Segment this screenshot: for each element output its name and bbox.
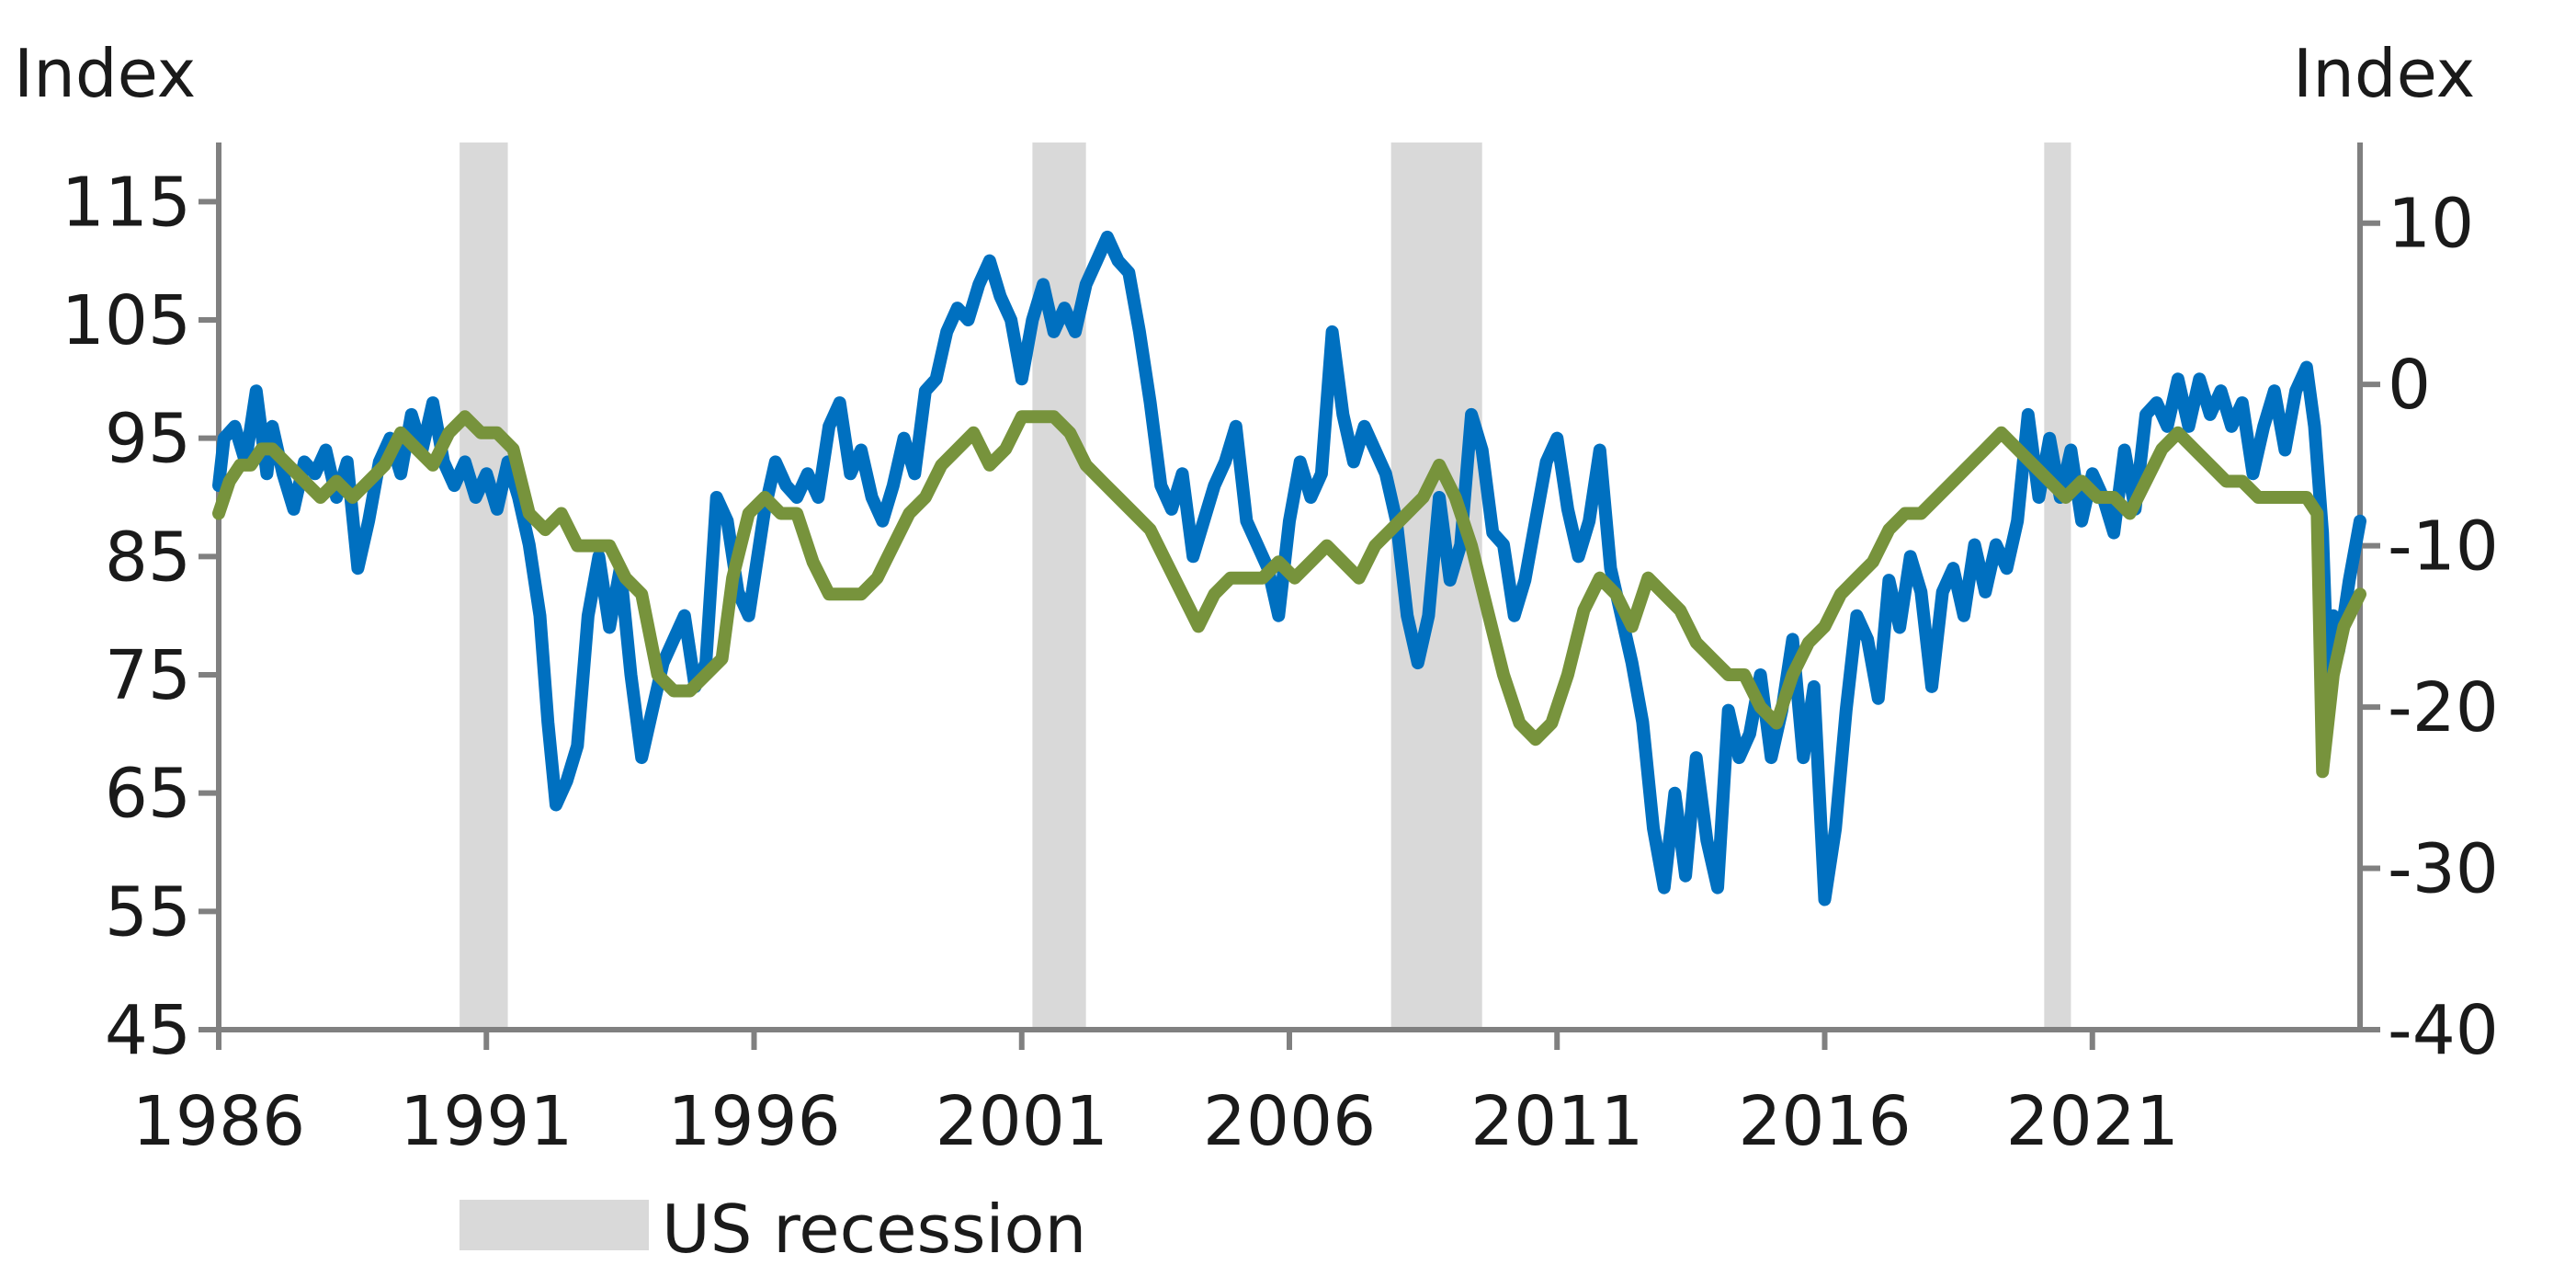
left-tick-label: 115 <box>62 163 191 242</box>
x-tick-label: 1996 <box>667 1082 840 1161</box>
series-line-1-left-axis <box>212 230 2366 906</box>
left-tick-label: 105 <box>62 281 191 360</box>
tick-marks <box>199 199 2380 1050</box>
x-tick-label: 2021 <box>2006 1082 2179 1161</box>
right-tick-label: -10 <box>2388 507 2499 587</box>
x-tick-label: 2016 <box>1738 1082 1911 1161</box>
tick-labels: 45 55 65 75 85 95 105 115 -40 -30 -20 -10 0 10 1986 199… <box>62 163 2499 1161</box>
right-tick-label: -20 <box>2388 668 2499 747</box>
left-tick-label: 95 <box>105 400 191 479</box>
recession-band-2 <box>1032 142 1086 1030</box>
left-tick-label: 45 <box>105 991 191 1070</box>
x-tick-label: 2001 <box>936 1082 1108 1161</box>
x-tick-label: 2006 <box>1203 1082 1376 1161</box>
right-tick-label: -40 <box>2388 991 2499 1070</box>
legend-swatch-recession <box>460 1200 649 1250</box>
left-axis-unit-label: Index <box>14 35 196 112</box>
series-lines <box>212 230 2366 906</box>
recession-band-1 <box>460 142 508 1030</box>
recession-bands <box>460 142 2071 1030</box>
x-tick-label: 2011 <box>1470 1082 1643 1161</box>
series-line-2-right-axis <box>212 410 2366 779</box>
x-tick-label: 1991 <box>400 1082 573 1161</box>
legend: US recession <box>460 1191 1086 1268</box>
x-tick-label: 1986 <box>132 1082 305 1161</box>
left-tick-label: 75 <box>105 636 191 715</box>
right-axis-unit-label: Index <box>2293 35 2475 112</box>
legend-label-recession: US recession <box>662 1191 1086 1268</box>
recession-band-4 <box>2044 142 2071 1030</box>
right-tick-label: 0 <box>2388 346 2431 425</box>
right-tick-label: 10 <box>2388 185 2474 264</box>
right-tick-label: -30 <box>2388 830 2499 909</box>
left-tick-label: 65 <box>105 755 191 834</box>
left-tick-label: 85 <box>105 518 191 597</box>
left-tick-label: 55 <box>105 872 191 952</box>
